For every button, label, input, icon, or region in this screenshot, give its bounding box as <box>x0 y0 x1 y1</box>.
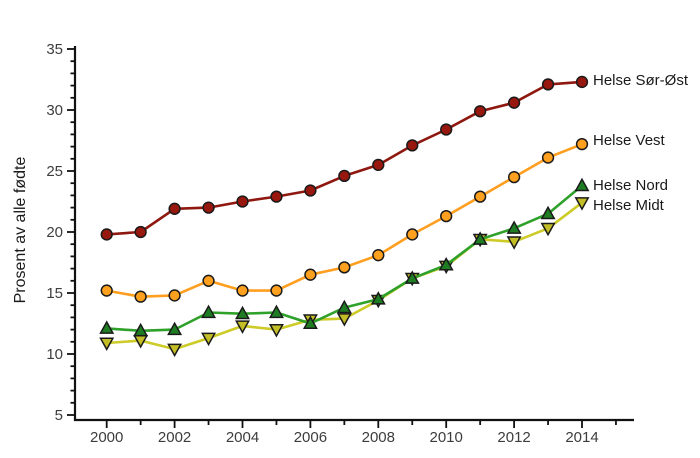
data-point <box>270 190 283 203</box>
data-point <box>270 284 283 297</box>
data-point <box>370 291 386 305</box>
data-point <box>235 305 250 320</box>
data-point <box>575 75 589 89</box>
data-point <box>268 324 284 338</box>
data-point <box>507 96 521 109</box>
data-point <box>440 123 453 136</box>
data-point <box>541 151 555 164</box>
series-helse-vest <box>100 138 589 303</box>
data-point <box>506 236 522 250</box>
data-point <box>268 304 284 319</box>
data-point <box>304 268 317 281</box>
y-axis-title: Prosent av alle fødte <box>12 156 29 304</box>
data-point <box>304 184 317 197</box>
data-point <box>372 249 385 262</box>
data-point <box>540 205 556 220</box>
data-point <box>134 225 147 239</box>
data-point <box>338 261 351 274</box>
x-tick-label: 2000 <box>90 429 123 446</box>
y-tick-label: 30 <box>46 102 63 119</box>
data-point <box>404 270 420 284</box>
x-tick-label: 2012 <box>497 429 530 446</box>
data-point <box>168 289 181 302</box>
data-point <box>100 228 113 241</box>
data-point <box>440 209 453 223</box>
data-point <box>167 343 183 358</box>
x-tick-label: 2014 <box>565 429 598 446</box>
data-point <box>167 321 183 336</box>
data-point <box>134 290 147 303</box>
data-point <box>201 304 217 319</box>
y-axis: 5 10 15 20 25 30 35 <box>46 41 75 424</box>
x-tick-label: 2002 <box>158 429 191 446</box>
series-helse-nord <box>99 177 590 337</box>
data-point <box>338 169 351 183</box>
data-point <box>235 320 250 334</box>
y-tick-label: 35 <box>46 41 63 58</box>
data-point <box>168 202 181 215</box>
data-point <box>236 195 249 208</box>
data-point <box>406 228 419 241</box>
x-tick-label: 2008 <box>362 429 395 446</box>
data-point <box>541 78 555 91</box>
legend-label-helse-nord: Helse Nord <box>593 177 669 194</box>
data-point <box>372 158 385 172</box>
y-tick-label: 5 <box>55 407 63 424</box>
data-point <box>575 138 589 151</box>
data-point <box>474 190 487 203</box>
data-point <box>133 322 149 337</box>
data-point <box>438 256 454 271</box>
data-point <box>506 220 522 234</box>
x-tick-label: 2010 <box>430 429 463 446</box>
legend-label-helse-midt: Helse Midt <box>593 197 664 214</box>
data-point <box>336 299 352 314</box>
data-point <box>574 177 590 192</box>
data-point <box>540 222 556 237</box>
data-point <box>202 201 215 214</box>
legend-label-helse-sor-ost: Helse Sør-Øst <box>593 72 689 89</box>
y-tick-label: 25 <box>46 163 63 180</box>
legend-label-helse-vest: Helse Vest <box>593 132 665 149</box>
data-point <box>201 332 217 347</box>
x-axis: 2000 2002 2004 2006 2008 2010 2012 2014 <box>90 420 617 446</box>
data-point <box>302 315 318 330</box>
data-point <box>100 284 113 297</box>
axes <box>73 46 634 422</box>
series-line <box>105 142 584 298</box>
series-helse-s-r-st <box>100 75 589 241</box>
data-point <box>574 197 590 211</box>
x-tick-label: 2004 <box>226 429 259 446</box>
data-point <box>474 105 487 118</box>
y-tick-label: 15 <box>46 285 63 302</box>
data-point <box>202 274 215 287</box>
data-point <box>507 170 521 184</box>
x-tick-label: 2006 <box>294 429 327 446</box>
data-point <box>336 313 352 327</box>
data-point <box>406 139 419 152</box>
data-point <box>99 337 115 351</box>
data-point <box>99 320 115 334</box>
data-point <box>236 284 249 297</box>
y-tick-label: 20 <box>46 224 63 241</box>
y-tick-label: 10 <box>46 346 63 363</box>
data-point <box>472 231 488 245</box>
